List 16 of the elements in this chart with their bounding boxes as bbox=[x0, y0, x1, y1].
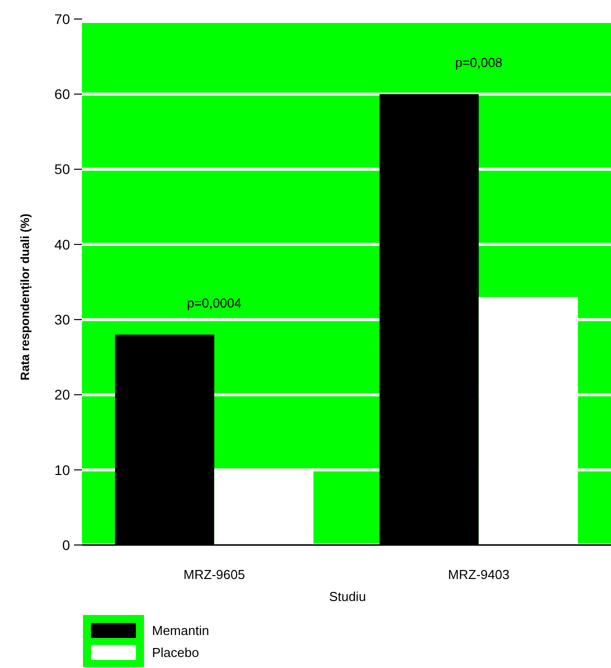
annotation: p=0,008 bbox=[455, 55, 502, 70]
y-axis-title: Rata respondenților duali (%) bbox=[18, 214, 32, 380]
y-tick-label: 30 bbox=[54, 311, 70, 328]
y-tick-label: 10 bbox=[54, 462, 70, 478]
y-tick-label: 0 bbox=[62, 536, 70, 553]
y-tick-label: 40 bbox=[54, 236, 70, 252]
legend-label: Memantin bbox=[152, 623, 210, 638]
x-tick-label: MRZ-9403 bbox=[448, 567, 510, 582]
x-tick-label: MRZ-9605 bbox=[184, 567, 245, 582]
annotation: p=0,0004 bbox=[186, 296, 242, 311]
y-tick-label: 70 bbox=[54, 10, 70, 27]
y-tick-label: 60 bbox=[54, 86, 70, 102]
y-tick-label: 20 bbox=[54, 386, 70, 403]
legend-label: Placebo bbox=[152, 645, 199, 660]
y-tick-label: 50 bbox=[54, 161, 70, 178]
x-axis-title: Studiu bbox=[329, 589, 366, 604]
